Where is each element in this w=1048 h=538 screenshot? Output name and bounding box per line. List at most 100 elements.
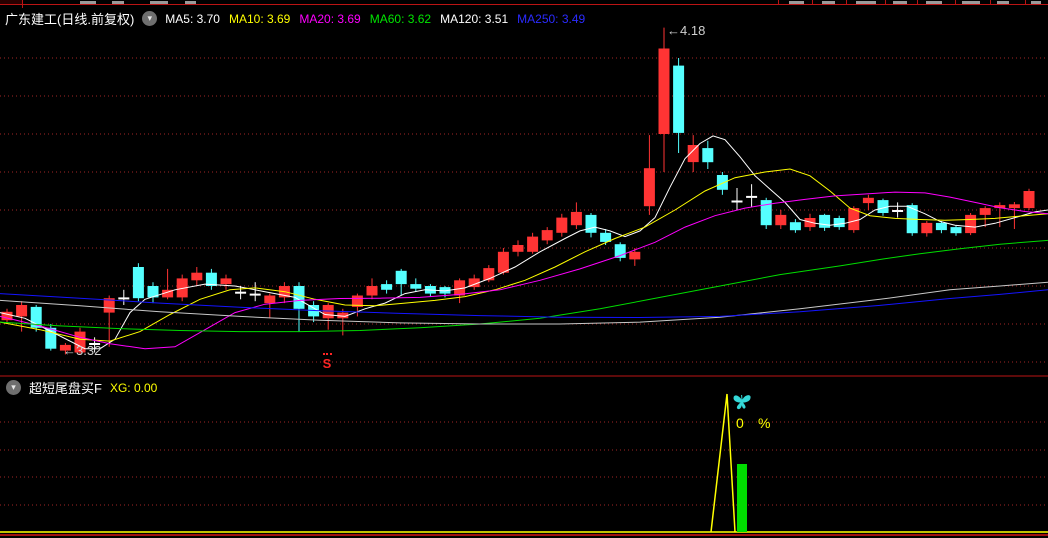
candle[interactable] <box>862 194 874 210</box>
candle[interactable] <box>395 268 407 296</box>
ma250-line <box>0 289 1048 319</box>
clipped-toolbar-text <box>1031 1 1041 4</box>
candle[interactable] <box>454 278 466 304</box>
candle[interactable] <box>176 274 188 302</box>
ma120-line <box>0 281 1048 325</box>
chart-title-bar: 广东建工(日线.前复权) ▾ MA5: 3.70 MA10: 3.69 MA20: … <box>5 9 585 28</box>
candle[interactable] <box>687 135 699 172</box>
candle[interactable] <box>322 303 334 330</box>
candle[interactable] <box>819 213 831 231</box>
candle[interactable] <box>994 202 1006 228</box>
signal-spike <box>710 393 736 533</box>
candle[interactable] <box>848 206 860 233</box>
candle[interactable] <box>235 286 247 300</box>
clipped-toolbar-text <box>926 1 942 4</box>
candle[interactable] <box>556 213 568 237</box>
candle[interactable] <box>59 343 71 355</box>
candle[interactable] <box>366 278 378 300</box>
toolbar-tab-separator <box>1025 0 1026 5</box>
candle[interactable] <box>702 140 714 169</box>
collapse-indicator-icon[interactable]: ▾ <box>6 380 21 395</box>
candle[interactable] <box>731 188 743 210</box>
candle[interactable] <box>191 267 203 286</box>
indicator-title: 超短尾盘买F <box>29 381 102 396</box>
candle[interactable] <box>789 219 801 233</box>
ma-label-ma60: MA60: 3.62 <box>369 11 432 26</box>
candle[interactable] <box>132 263 144 302</box>
ma-label-ma20: MA20: 3.69 <box>299 11 361 26</box>
candle[interactable] <box>775 210 787 229</box>
candle[interactable] <box>760 197 772 229</box>
clipped-toolbar-text <box>997 1 1009 4</box>
indicator-panel <box>0 393 1048 533</box>
candle[interactable] <box>527 232 539 254</box>
ma10-line <box>0 168 1048 342</box>
signal-zero-label: 0 <box>736 415 744 431</box>
candle[interactable] <box>965 213 977 236</box>
candle[interactable] <box>979 206 991 228</box>
candle[interactable] <box>1023 188 1035 210</box>
candle[interactable] <box>921 221 933 237</box>
butterfly-icon <box>733 394 751 410</box>
candle[interactable] <box>74 327 86 355</box>
clipped-toolbar-text <box>185 1 196 4</box>
candle[interactable] <box>935 221 947 234</box>
high-price-label: ←4.18 <box>667 23 706 38</box>
candle[interactable] <box>45 324 57 351</box>
candle[interactable] <box>249 282 261 302</box>
clipped-toolbar-text <box>962 1 980 4</box>
candle[interactable] <box>892 202 904 218</box>
candle[interactable] <box>833 215 845 230</box>
ma20-line <box>0 191 1048 350</box>
candle[interactable] <box>337 308 349 336</box>
clipped-toolbar-text <box>856 1 876 4</box>
candle[interactable] <box>950 225 962 236</box>
toolbar-tab-separator <box>917 0 918 5</box>
candle[interactable] <box>497 248 509 275</box>
candle[interactable] <box>118 289 130 305</box>
clipped-toolbar-text <box>150 1 168 4</box>
candle[interactable] <box>147 282 159 304</box>
candle[interactable] <box>264 293 276 319</box>
candle[interactable] <box>614 242 626 262</box>
candle[interactable] <box>220 274 232 290</box>
stock-title: 广东建工(日线.前复权) <box>5 12 135 27</box>
candle[interactable] <box>468 274 480 290</box>
candle[interactable] <box>410 278 422 292</box>
candle[interactable] <box>643 135 655 215</box>
clipped-toolbar-text <box>893 1 907 4</box>
sell-marker: S <box>322 356 332 371</box>
candle[interactable] <box>1 308 13 324</box>
candle[interactable] <box>877 198 889 216</box>
candle[interactable] <box>746 184 758 207</box>
ma-lines <box>0 135 1048 350</box>
candle[interactable] <box>512 240 524 257</box>
candle[interactable] <box>381 280 393 294</box>
candle[interactable] <box>308 301 320 323</box>
candle[interactable] <box>658 27 670 172</box>
candles[interactable] <box>1 27 1035 355</box>
ma-legend: MA5: 3.70 MA10: 3.69 MA20: 3.69 MA60: 3.62 M… <box>165 12 585 26</box>
signal-bar[interactable] <box>737 464 747 532</box>
candle[interactable] <box>1008 202 1020 229</box>
candle[interactable] <box>103 295 115 347</box>
candle[interactable] <box>570 202 582 229</box>
clipped-toolbar-text <box>822 1 835 4</box>
candle[interactable] <box>162 268 174 300</box>
low-price-label: ←3.32 <box>63 343 102 358</box>
clipped-toolbar-text <box>112 1 124 4</box>
candle[interactable] <box>483 265 495 283</box>
collapse-chart-icon[interactable]: ▾ <box>142 11 158 26</box>
toolbar-fragment <box>0 0 23 4</box>
candle[interactable] <box>541 227 553 245</box>
candle[interactable] <box>30 305 42 332</box>
candle[interactable] <box>293 282 305 332</box>
ma5-line <box>0 135 1048 350</box>
candle[interactable] <box>629 248 641 266</box>
candle[interactable] <box>673 58 685 153</box>
toolbar-tick <box>22 0 23 8</box>
top-border-line <box>0 4 1048 5</box>
candle[interactable] <box>205 268 217 290</box>
candle[interactable] <box>585 213 597 238</box>
